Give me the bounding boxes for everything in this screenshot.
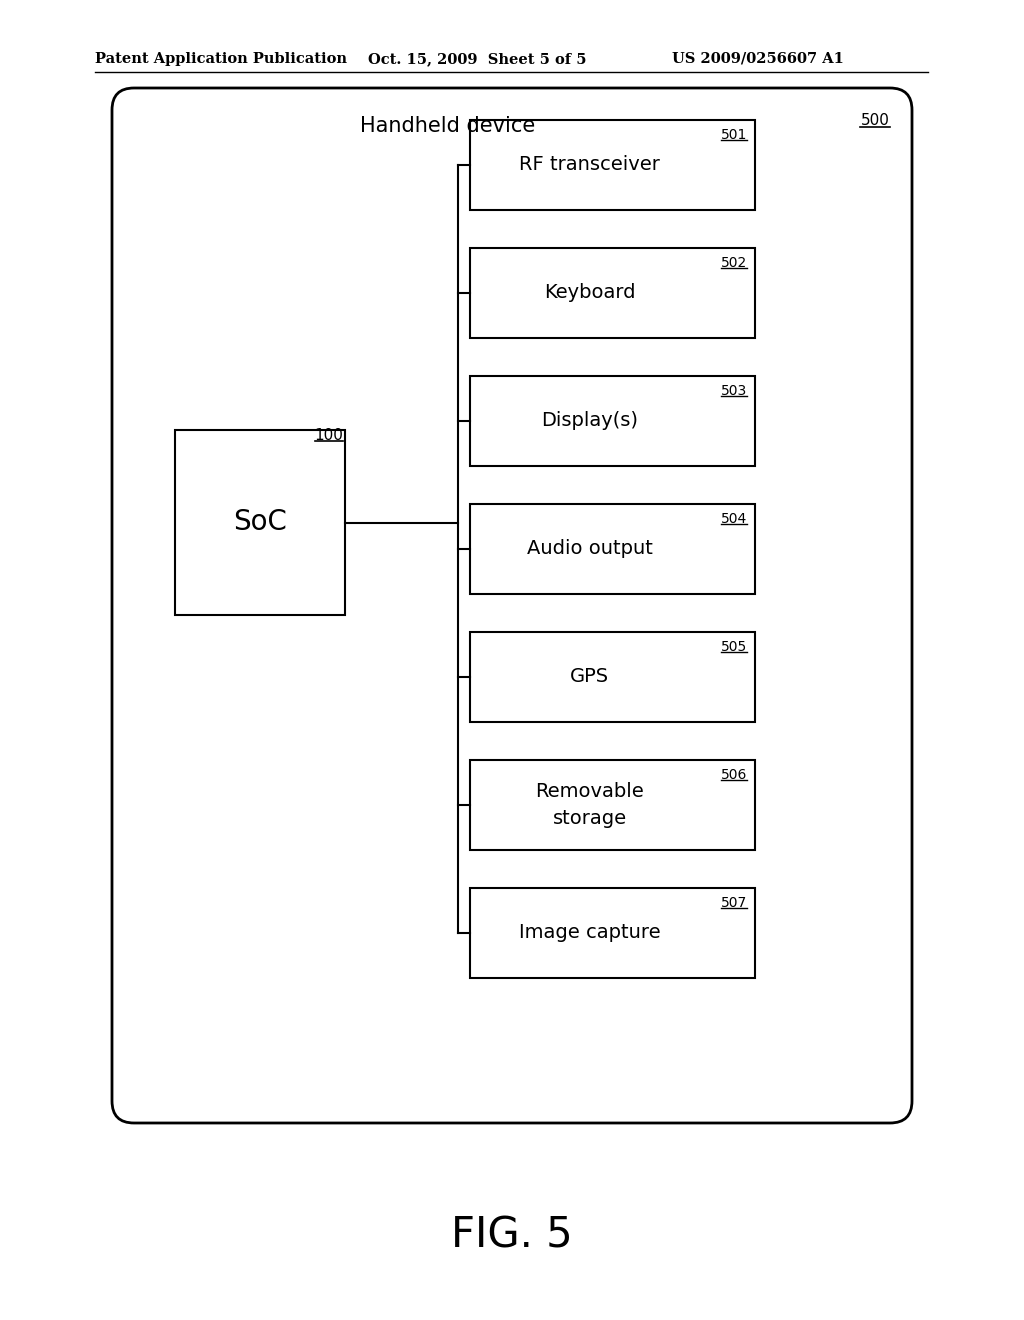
Text: Keyboard: Keyboard [544, 284, 636, 302]
Text: GPS: GPS [570, 668, 609, 686]
Bar [470, 888, 755, 978]
Text: 507: 507 [721, 896, 746, 909]
FancyBboxPatch shape [112, 88, 912, 1123]
Text: Oct. 15, 2009  Sheet 5 of 5: Oct. 15, 2009 Sheet 5 of 5 [368, 51, 587, 66]
Text: FIG. 5: FIG. 5 [452, 1214, 572, 1257]
Text: 100: 100 [314, 428, 343, 444]
Text: 502: 502 [721, 256, 746, 271]
Text: RF transceiver: RF transceiver [519, 156, 660, 174]
Text: SoC: SoC [233, 508, 287, 536]
Bar [470, 632, 755, 722]
Text: 506: 506 [721, 768, 746, 781]
Bar [470, 760, 755, 850]
Text: Audio output: Audio output [526, 540, 652, 558]
Bar [470, 248, 755, 338]
Text: US 2009/0256607 A1: US 2009/0256607 A1 [672, 51, 844, 66]
Text: Display(s): Display(s) [542, 412, 638, 430]
Bar [175, 430, 345, 615]
Text: 500: 500 [861, 114, 890, 128]
Text: 504: 504 [721, 512, 746, 525]
Text: Image capture: Image capture [519, 924, 660, 942]
Text: 505: 505 [721, 640, 746, 653]
Text: 501: 501 [721, 128, 746, 143]
Bar [470, 376, 755, 466]
Text: Patent Application Publication: Patent Application Publication [95, 51, 347, 66]
Bar [470, 120, 755, 210]
Text: Handheld device: Handheld device [360, 116, 536, 136]
Bar [470, 504, 755, 594]
Text: 503: 503 [721, 384, 746, 399]
Text: Removable
storage: Removable storage [536, 783, 644, 828]
